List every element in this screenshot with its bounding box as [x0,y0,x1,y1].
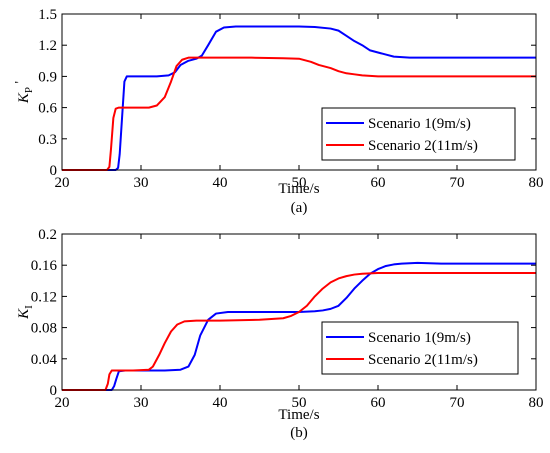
y-tick-label: 0.3 [38,132,57,148]
y-tick-label: 0.16 [31,258,58,274]
x-axis-label: Time/s [278,407,319,423]
series-line-kp-scenario-2 [62,56,536,171]
y-tick-label: 0.04 [31,352,58,368]
legend-label-scenario-1: Scenario 1(9m/s) [368,330,471,346]
x-tick-label: 20 [55,395,70,411]
legend-label-scenario-2: Scenario 2(11m/s) [368,138,478,154]
x-tick-label: 60 [371,175,386,191]
legend: Scenario 1(9m/s) Scenario 2(11m/s) [321,321,519,375]
y-axis-label-sub: I [23,305,35,309]
subfigure-caption: (b) [290,425,308,441]
legend-box [321,107,516,161]
y-tick-label: 1.5 [38,7,57,23]
x-tick-label: 40 [213,175,228,191]
legend: Scenario 1(9m/s) Scenario 2(11m/s) [321,107,516,161]
x-tick-label: 80 [529,395,544,411]
x-tick-label: 70 [450,175,465,191]
x-tick-label: 80 [529,175,544,191]
legend-box [321,321,519,375]
y-tick-label: 0 [50,163,58,179]
y-tick-label: 0.6 [38,101,57,117]
y-axis-label-sub: P [23,87,35,93]
y-tick-label: 0.12 [31,289,57,305]
series-line-ki-scenario-2 [62,272,536,391]
y-axis-label-main: K [16,308,32,320]
y-axis-label-main: K [16,92,32,104]
x-tick-label: 50 [292,175,307,191]
y-tick-label: 0.08 [31,321,57,337]
x-tick-label: 40 [213,395,228,411]
x-tick-label: 70 [450,395,465,411]
x-tick-label: 30 [134,395,149,411]
x-tick-label: 60 [371,395,386,411]
x-tick-label: 30 [134,175,149,191]
x-axis-label: Time/s [278,181,319,197]
y-tick-label: 0.2 [38,227,57,243]
series-line-kp-scenario-1 [62,25,536,171]
subfigure-caption: (a) [291,200,308,216]
legend-label-scenario-1: Scenario 1(9m/s) [368,116,471,132]
y-tick-label: 1.2 [38,38,57,54]
y-axis-label-prime: ' [13,81,28,87]
x-tick-label: 20 [55,175,70,191]
chart-ki: 20 30 40 50 60 70 80 0 0.04 0.08 0.12 0.16 0.2 Time/s… [16,227,544,441]
y-axis-label: KP ' [13,81,35,104]
x-tick-label: 50 [292,395,307,411]
y-tick-label: 0 [50,383,58,399]
chart-kp: 20 30 40 50 60 70 80 0 0.3 0.6 0.9 1.2 1.5 Time/s KP '… [13,7,544,216]
y-tick-label: 0.9 [38,69,57,85]
y-axis-label: KI [16,305,35,320]
legend-label-scenario-2: Scenario 2(11m/s) [368,352,478,368]
